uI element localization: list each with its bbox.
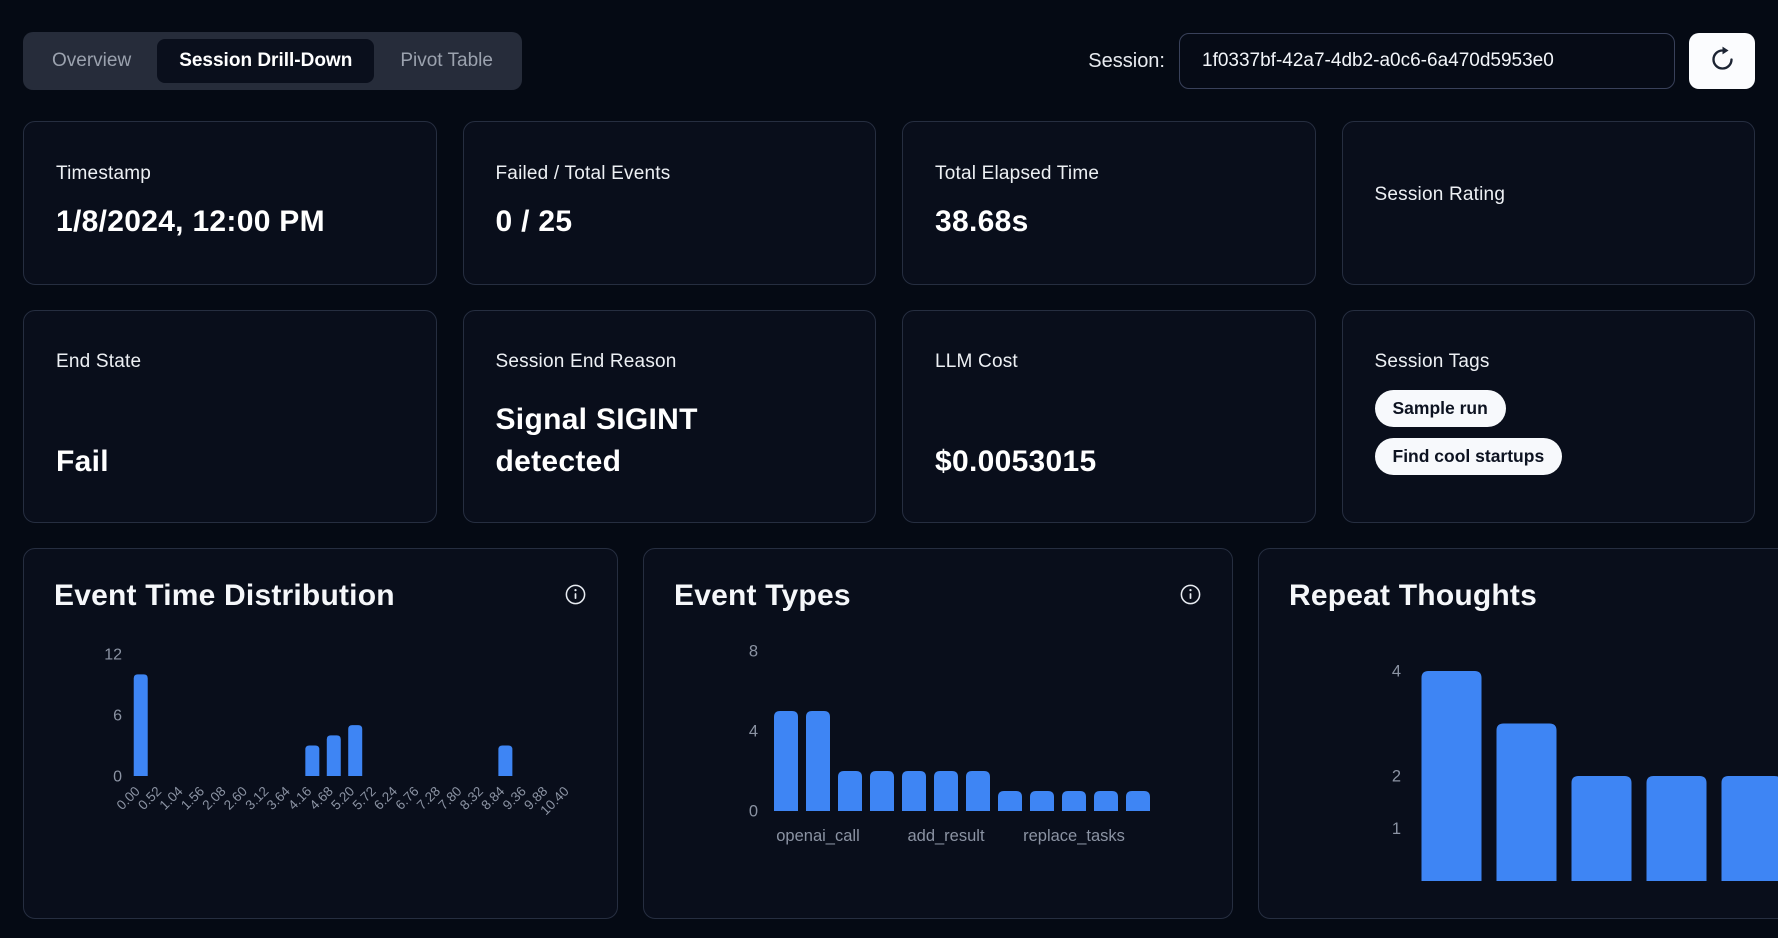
bar <box>1126 791 1150 811</box>
chart-header: Repeat Thoughts <box>1289 579 1778 613</box>
metrics-row-1: Timestamp 1/8/2024, 12:00 PM Failed / To… <box>23 121 1755 285</box>
metric-label: Timestamp <box>56 163 152 185</box>
metric-value: 38.68s <box>935 205 1029 239</box>
bar <box>1646 776 1707 881</box>
info-icon[interactable] <box>1179 583 1202 609</box>
chart-header: Event Types <box>674 579 1202 613</box>
session-selector: Session: <box>1088 33 1755 89</box>
refresh-icon <box>1709 46 1736 76</box>
bar <box>1571 776 1632 881</box>
event-time-distribution-card: Event Time Distribution 0 6 12 0.00 0.52 1.04… <box>23 548 618 919</box>
y-tick-label: 2 <box>1392 768 1401 786</box>
session-tag: Sample run <box>1374 390 1506 427</box>
metric-value: Signal SIGINT detected <box>495 403 698 478</box>
event-time-distribution-chart: 06120.000.521.041.562.082.603.123.644.16… <box>104 646 572 818</box>
y-tick-label: 1 <box>1392 820 1401 838</box>
tab-session-drill-down[interactable]: Session Drill-Down <box>157 39 375 83</box>
charts-row: Event Time Distribution 0 6 12 0.00 0.52 1.04… <box>23 548 1778 919</box>
tab-bar: Overview Session Drill-Down Pivot Table <box>23 32 522 90</box>
session-tag: Find cool startups <box>1374 438 1563 475</box>
x-tick-label: replace_tasks <box>1023 827 1125 845</box>
bar <box>305 745 320 776</box>
bar <box>133 674 148 776</box>
metric-label: Session End Reason <box>495 351 677 372</box>
y-tick-label: 4 <box>1392 663 1401 681</box>
bar <box>1721 776 1778 881</box>
metric-label: End State <box>56 351 142 372</box>
session-id-input[interactable] <box>1179 33 1675 89</box>
repeat-thoughts-card: Repeat Thoughts 1 2 4 <box>1258 548 1778 919</box>
bar <box>870 771 894 811</box>
bar <box>774 711 798 811</box>
bar <box>498 745 513 776</box>
total-elapsed-time-card: Total Elapsed Time 38.68s <box>902 121 1316 285</box>
y-tick-label: 0 <box>113 769 122 786</box>
metric-label: LLM Cost <box>935 351 1018 372</box>
event-types-chart: 0 4 8 openai_call add_result replace_tasks <box>749 643 1150 845</box>
bar <box>1496 723 1557 881</box>
timestamp-card: Timestamp 1/8/2024, 12:00 PM <box>23 121 437 285</box>
refresh-button[interactable] <box>1689 33 1755 89</box>
x-tick-label: add_result <box>907 827 984 845</box>
info-icon[interactable] <box>564 583 587 609</box>
y-tick-label: 0 <box>749 803 758 821</box>
metric-label: Failed / Total Events <box>495 163 671 185</box>
bar <box>1030 791 1054 811</box>
chart-title: Repeat Thoughts <box>1289 579 1537 612</box>
bar <box>838 771 862 811</box>
y-tick-label: 8 <box>749 643 758 661</box>
bar <box>348 725 363 776</box>
session-tags-card: Session Tags Sample run Find cool startu… <box>1341 310 1755 523</box>
bar <box>806 711 830 811</box>
y-tick-label: 4 <box>749 723 758 741</box>
tab-overview[interactable]: Overview <box>30 39 153 83</box>
session-tags-list: Sample run Find cool startups <box>1374 390 1723 475</box>
end-state-card: End State Fail <box>23 310 437 523</box>
metric-value: 0 / 25 <box>495 205 573 239</box>
bar <box>998 791 1022 811</box>
bar <box>1094 791 1118 811</box>
metric-label: Session Tags <box>1374 351 1490 372</box>
metrics-row-2: End State Fail Session End Reason Signal… <box>23 310 1755 523</box>
bar <box>326 735 341 776</box>
metric-label: Total Elapsed Time <box>935 163 1100 185</box>
x-tick-label: openai_call <box>776 827 859 845</box>
repeat-thoughts-chart: 1 2 4 <box>1392 663 1778 881</box>
session-label: Session: <box>1088 49 1165 72</box>
metric-value: Fail <box>56 444 109 478</box>
header: Overview Session Drill-Down Pivot Table … <box>23 32 1755 90</box>
chart-title: Event Time Distribution <box>54 579 395 612</box>
bar <box>1062 791 1086 811</box>
llm-cost-card: LLM Cost $0.0053015 <box>902 310 1316 523</box>
metric-value: $0.0053015 <box>935 444 1097 478</box>
session-end-reason-card: Session End Reason Signal SIGINT detecte… <box>462 310 876 523</box>
metric-label: Session Rating <box>1374 184 1506 205</box>
bar <box>902 771 926 811</box>
tab-pivot-table[interactable]: Pivot Table <box>378 39 515 83</box>
chart-header: Event Time Distribution <box>54 579 587 613</box>
y-tick-label: 6 <box>113 707 122 724</box>
failed-total-events-card: Failed / Total Events 0 / 25 <box>462 121 876 285</box>
bar <box>966 771 990 811</box>
chart-title: Event Types <box>674 579 851 612</box>
event-types-card: Event Types 0 4 8 openai_call add_result repl… <box>643 548 1233 919</box>
session-rating-card: Session Rating <box>1341 121 1755 285</box>
bar <box>934 771 958 811</box>
y-tick-label: 12 <box>104 646 122 663</box>
metric-value: 1/8/2024, 12:00 PM <box>56 205 325 239</box>
bar <box>1421 671 1482 881</box>
